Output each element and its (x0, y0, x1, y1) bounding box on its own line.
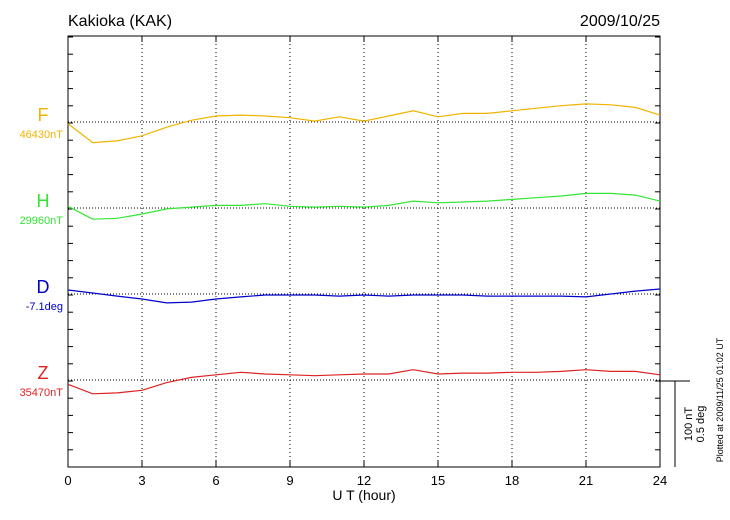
x-axis-label: U T (hour) (332, 487, 395, 503)
series-line (67, 103, 661, 144)
x-tick-label: 0 (64, 473, 71, 488)
baseline-label: 35470nT (20, 387, 64, 399)
series-line (67, 192, 661, 220)
series-name: D (37, 277, 50, 297)
x-tick-label: 9 (286, 473, 293, 488)
x-tick-label: 12 (357, 473, 371, 488)
series-name: H (37, 191, 50, 211)
baseline-label: 29960nT (20, 215, 64, 227)
baseline-label: -7.1deg (26, 301, 63, 313)
chart-title: Kakioka (KAK) (68, 13, 172, 30)
series-name: F (38, 105, 49, 125)
x-tick-label: 18 (505, 473, 519, 488)
baseline-label: 46430nT (20, 129, 64, 141)
chart-date: 2009/10/25 (580, 13, 660, 30)
x-tick-label: 15 (431, 473, 445, 488)
series-line (67, 369, 661, 395)
x-tick-label: 24 (653, 473, 667, 488)
series-line (67, 288, 661, 304)
series-name: Z (38, 363, 49, 383)
scale-label: 0.5 deg (695, 406, 707, 443)
x-tick-label: 6 (212, 473, 219, 488)
scale-label: 100 nT (683, 407, 695, 442)
footnote: Plotted at 2009/11/25 01:02 UT (715, 337, 725, 462)
x-tick-label: 21 (579, 473, 593, 488)
x-tick-label: 3 (138, 473, 145, 488)
